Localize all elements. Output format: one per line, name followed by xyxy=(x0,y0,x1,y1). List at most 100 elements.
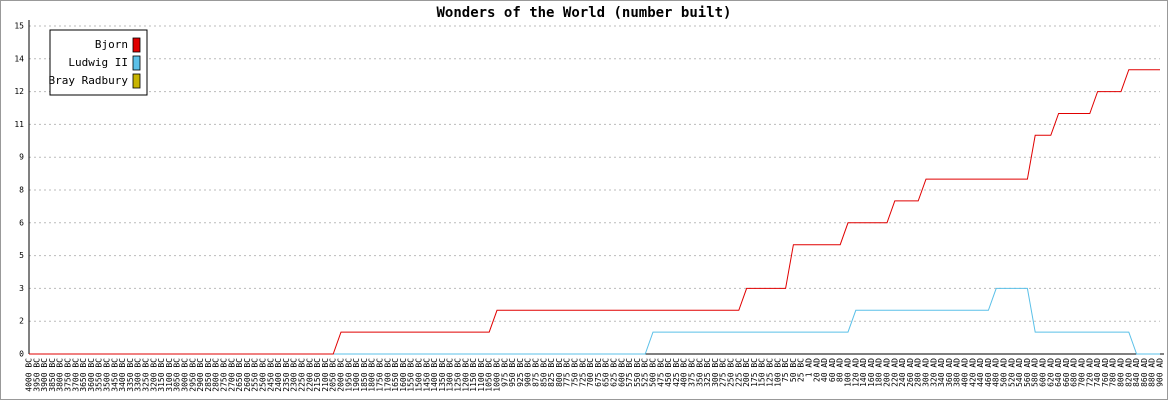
y-tick-label: 6 xyxy=(19,218,24,227)
x-tick-label: 4000 BC xyxy=(25,358,34,392)
x-tick-label: 180 AD xyxy=(875,358,884,387)
x-tick-label: 900 AD xyxy=(1156,358,1165,387)
x-tick-label: 2350 BC xyxy=(282,358,291,392)
x-tick-label: 3800 BC xyxy=(56,358,65,392)
x-tick-label: 525 BC xyxy=(641,358,650,387)
x-tick-label: 775 BC xyxy=(563,358,572,387)
x-tick-label: 650 BC xyxy=(602,358,611,387)
legend-box xyxy=(49,29,148,96)
legend-swatch xyxy=(132,73,141,89)
x-tick-label: 975 BC xyxy=(500,358,509,387)
x-tick-label: 2550 BC xyxy=(251,358,260,392)
x-tick-label: 580 AD xyxy=(1031,358,1040,387)
x-tick-label: 1650 BC xyxy=(391,358,400,392)
x-tick-label: 200 AD xyxy=(883,358,892,387)
x-tick-label: 750 BC xyxy=(571,358,580,387)
x-tick-label: 840 AD xyxy=(1132,358,1141,387)
x-tick-label: 3250 BC xyxy=(142,358,151,392)
x-tick-label: 1 AD xyxy=(805,358,814,377)
x-tick-label: 475 BC xyxy=(656,358,665,387)
x-tick-label: 1050 BC xyxy=(485,358,494,392)
x-tick-label: 2200 BC xyxy=(305,358,314,392)
x-tick-label: 1500 BC xyxy=(415,358,424,392)
x-tick-label: 3350 BC xyxy=(126,358,135,392)
x-tick-label: 575 BC xyxy=(625,358,634,387)
x-tick-label: 1750 BC xyxy=(376,358,385,392)
x-tick-label: 2650 BC xyxy=(235,358,244,392)
x-tick-label: 440 AD xyxy=(976,358,985,387)
x-tick-label: 520 AD xyxy=(1007,358,1016,387)
x-tick-label: 760 AD xyxy=(1101,358,1110,387)
x-tick-label: 560 AD xyxy=(1023,358,1032,387)
x-tick-label: 340 AD xyxy=(937,358,946,387)
x-tick-label: 720 AD xyxy=(1085,358,1094,387)
x-tick-label: 480 AD xyxy=(992,358,1001,387)
x-tick-label: 1450 BC xyxy=(422,358,431,392)
x-tick-label: 320 AD xyxy=(929,358,938,387)
x-tick-label: 2700 BC xyxy=(227,358,236,392)
x-tick-label: 900 BC xyxy=(524,358,533,387)
x-tick-label: 2300 BC xyxy=(290,358,299,392)
x-tick-label: 240 AD xyxy=(898,358,907,387)
x-tick-label: 2250 BC xyxy=(298,358,307,392)
x-tick-label: 3000 BC xyxy=(181,358,190,392)
x-tick-label: 225 BC xyxy=(734,358,743,387)
x-tick-label: 3850 BC xyxy=(48,358,57,392)
x-tick-label: 160 AD xyxy=(867,358,876,387)
x-tick-label: 740 AD xyxy=(1093,358,1102,387)
x-tick-label: 2950 BC xyxy=(188,358,197,392)
x-tick-label: 3500 BC xyxy=(103,358,112,392)
x-tick-label: 800 AD xyxy=(1117,358,1126,387)
x-tick-label: 460 AD xyxy=(984,358,993,387)
x-tick-label: 600 BC xyxy=(617,358,626,387)
x-tick-label: 300 BC xyxy=(711,358,720,387)
x-tick-label: 120 AD xyxy=(851,358,860,387)
x-tick-label: 3150 BC xyxy=(157,358,166,392)
x-tick-label: 660 AD xyxy=(1062,358,1071,387)
x-tick-label: 2000 BC xyxy=(337,358,346,392)
x-tick-label: 2900 BC xyxy=(196,358,205,392)
x-tick-label: 820 AD xyxy=(1124,358,1133,387)
x-tick-label: 125 BC xyxy=(766,358,775,387)
x-tick-label: 1000 BC xyxy=(493,358,502,392)
x-tick-label: 550 BC xyxy=(633,358,642,387)
x-tick-label: 725 BC xyxy=(578,358,587,387)
x-tick-label: 60 AD xyxy=(828,358,837,382)
x-tick-label: 250 BC xyxy=(727,358,736,387)
x-tick-label: 3300 BC xyxy=(134,358,143,392)
x-tick-label: 625 BC xyxy=(610,358,619,387)
y-tick-label: 2 xyxy=(19,317,24,326)
x-tick-label: 1950 BC xyxy=(344,358,353,392)
x-tick-label: 2500 BC xyxy=(259,358,268,392)
x-tick-label: 275 BC xyxy=(719,358,728,387)
x-tick-label: 20 AD xyxy=(812,358,821,382)
legend-swatch xyxy=(132,55,141,71)
x-tick-label: 950 BC xyxy=(508,358,517,387)
x-tick-label: 2800 BC xyxy=(212,358,221,392)
x-tick-label: 1350 BC xyxy=(438,358,447,392)
x-tick-label: 800 BC xyxy=(555,358,564,387)
x-tick-label: 600 AD xyxy=(1039,358,1048,387)
y-tick-label: 0 xyxy=(19,350,24,359)
x-tick-label: 925 BC xyxy=(516,358,525,387)
x-tick-label: 100 AD xyxy=(844,358,853,387)
x-tick-label: 1600 BC xyxy=(399,358,408,392)
y-tick-label: 3 xyxy=(19,284,24,293)
x-tick-label: 2600 BC xyxy=(243,358,252,392)
x-tick-label: 1250 BC xyxy=(454,358,463,392)
x-tick-label: 540 AD xyxy=(1015,358,1024,387)
x-tick-label: 1200 BC xyxy=(461,358,470,392)
x-tick-label: 700 BC xyxy=(586,358,595,387)
x-tick-label: 425 BC xyxy=(672,358,681,387)
x-tick-label: 3600 BC xyxy=(87,358,96,392)
x-tick-label: 2450 BC xyxy=(266,358,275,392)
x-tick-label: 80 AD xyxy=(836,358,845,382)
x-tick-label: 380 AD xyxy=(953,358,962,387)
x-tick-label: 875 BC xyxy=(532,358,541,387)
x-tick-label: 850 BC xyxy=(539,358,548,387)
x-tick-label: 860 AD xyxy=(1140,358,1149,387)
x-tick-label: 325 BC xyxy=(703,358,712,387)
x-tick-label: 675 BC xyxy=(594,358,603,387)
x-tick-label: 1400 BC xyxy=(430,358,439,392)
